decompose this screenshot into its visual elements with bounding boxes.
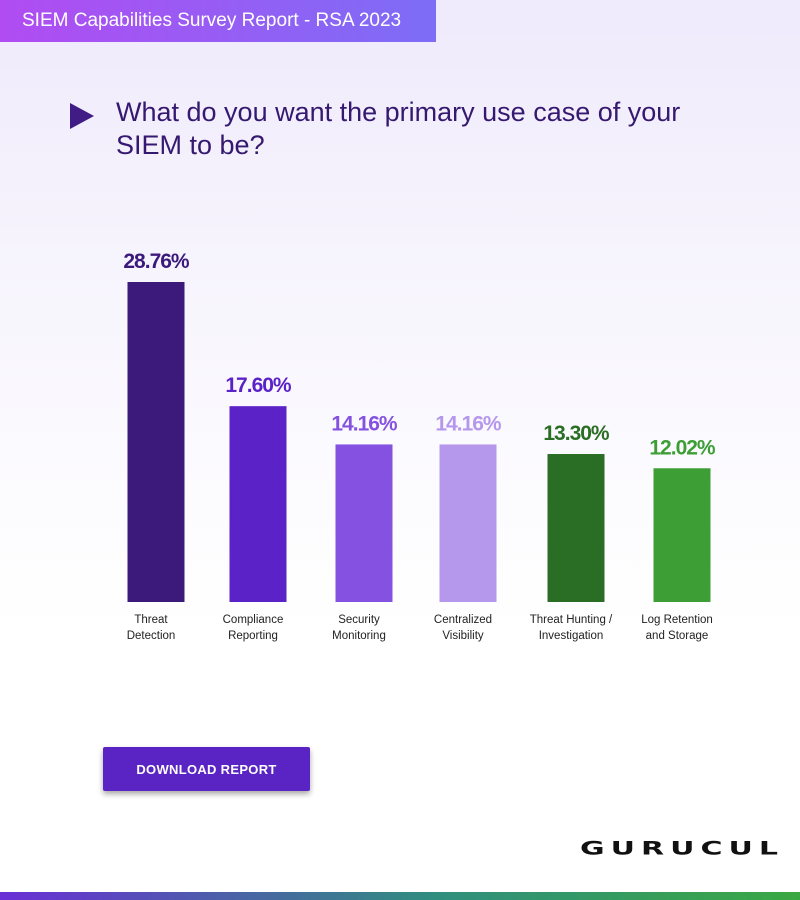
play-arrow-icon bbox=[70, 103, 94, 129]
bar-4 bbox=[439, 444, 497, 602]
bar-chart: 28.76% Threat Detection 17.60% Compliance Rep… bbox=[123, 250, 717, 642]
bar-1 bbox=[127, 282, 185, 602]
bottom-gradient-bar bbox=[0, 892, 800, 900]
report-title-tab: SIEM Capabilities Survey Report - RSA 20… bbox=[0, 0, 436, 42]
bar-2 bbox=[229, 406, 287, 602]
value-label-6: 12.02% bbox=[649, 436, 716, 459]
category-label-5: Threat Hunting / Investigation bbox=[530, 614, 613, 642]
value-label-2: 17.60% bbox=[225, 374, 292, 397]
category-label-3: Security Monitoring bbox=[332, 614, 386, 642]
question-block: What do you want the primary use case of… bbox=[70, 96, 750, 162]
category-label-4: Centralized Visibility bbox=[434, 614, 492, 642]
category-label-2: Compliance Reporting bbox=[223, 614, 284, 642]
bar-3 bbox=[335, 444, 393, 602]
category-label-1: Threat Detection bbox=[127, 614, 176, 642]
report-title: SIEM Capabilities Survey Report - RSA 20… bbox=[22, 10, 402, 31]
bar-5 bbox=[547, 454, 605, 602]
value-label-3: 14.16% bbox=[331, 412, 398, 435]
category-label-6: Log Retention and Storage bbox=[641, 614, 713, 642]
download-report-button[interactable]: DOWNLOAD REPORT bbox=[103, 747, 310, 791]
value-label-5: 13.30% bbox=[543, 422, 610, 445]
bar-6 bbox=[653, 468, 711, 602]
question-text: What do you want the primary use case of… bbox=[116, 97, 681, 160]
value-label-4: 14.16% bbox=[435, 412, 502, 435]
gurucul-logo: GURUCUL bbox=[580, 838, 784, 860]
value-label-1: 28.76% bbox=[123, 250, 190, 273]
